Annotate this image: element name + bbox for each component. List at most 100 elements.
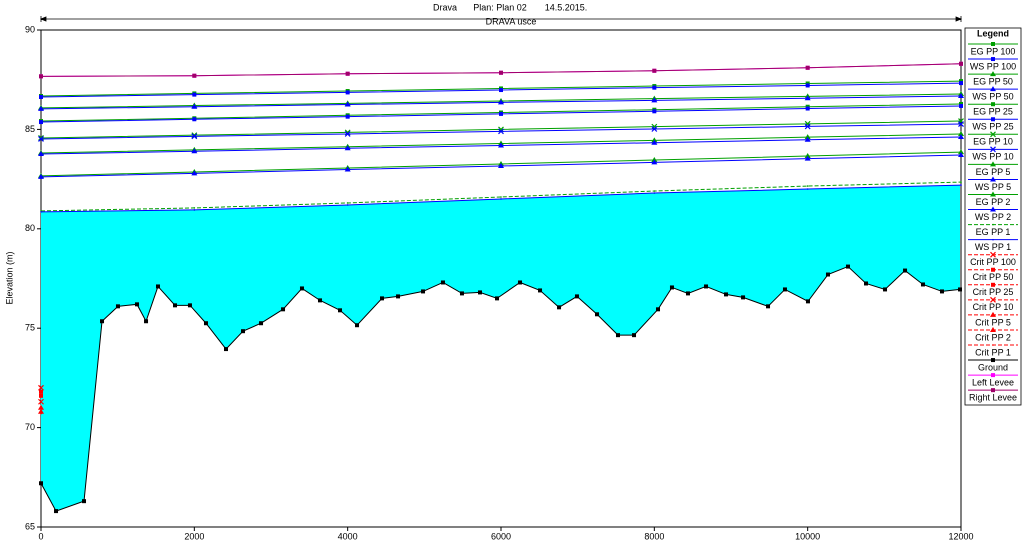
data-point: [958, 93, 964, 99]
data-point: [39, 393, 43, 398]
data-point: [804, 134, 811, 140]
data-point: [500, 198, 502, 200]
data-point: [766, 304, 771, 309]
data-point: [804, 155, 811, 161]
data-point: [223, 347, 228, 352]
data-point: [355, 323, 360, 328]
legend-marker: [991, 358, 995, 363]
date-label: 14.5.2015.: [545, 2, 588, 12]
data-point: [903, 268, 908, 273]
data-point: [346, 202, 349, 204]
legend-marker: [991, 267, 995, 272]
data-point: [344, 131, 351, 137]
data-point: [241, 329, 246, 334]
legend-label: EG PP 2: [976, 197, 1011, 207]
y-tick-label: 80: [25, 223, 35, 233]
data-point: [346, 204, 349, 206]
data-point: [38, 404, 44, 410]
data-point: [651, 139, 658, 145]
data-point: [499, 111, 503, 116]
data-point: [192, 92, 197, 97]
data-point: [495, 296, 500, 301]
data-point: [144, 319, 149, 324]
data-point: [396, 294, 401, 299]
legend-marker: [990, 131, 996, 138]
legend-marker: [991, 57, 995, 62]
legend-marker: [991, 388, 995, 393]
legend-label: Left Levee: [972, 377, 1014, 387]
data-point: [459, 291, 464, 296]
data-point: [615, 333, 620, 338]
data-point: [939, 289, 944, 294]
legend-label: WS PP 5: [975, 182, 1011, 192]
data-point: [959, 103, 963, 108]
data-point: [960, 184, 962, 186]
data-point: [804, 153, 811, 159]
data-point: [498, 162, 504, 168]
x-tick-label: 2000: [184, 531, 204, 541]
legend-label: WS PP 1: [975, 242, 1011, 252]
data-point: [864, 281, 869, 286]
data-point: [440, 280, 445, 285]
legend-marker: [990, 71, 996, 77]
data-point: [724, 292, 729, 297]
legend-label: Crit PP 5: [975, 317, 1011, 327]
data-point: [40, 211, 42, 213]
legend-label: EG PP 5: [976, 167, 1011, 177]
legend-label: WS PP 10: [972, 152, 1013, 162]
legend-title: Legend: [977, 28, 1009, 38]
data-point: [958, 149, 964, 155]
x-tick-label: 8000: [644, 531, 664, 541]
data-point: [557, 305, 562, 310]
data-point: [538, 288, 543, 293]
data-point: [652, 109, 657, 114]
data-point: [825, 272, 830, 277]
legend-label: EG PP 25: [973, 107, 1013, 117]
data-point: [653, 192, 656, 194]
water-fill: [41, 185, 961, 512]
y-tick-label: 75: [25, 323, 35, 333]
legend-marker: [992, 238, 994, 241]
plan-label: Plan: Plan 02: [473, 2, 527, 12]
data-point: [38, 173, 44, 179]
data-point: [38, 135, 44, 141]
data-point: [653, 190, 656, 192]
data-point: [38, 384, 44, 391]
y-tick-label: 70: [25, 422, 35, 432]
legend-marker: [990, 146, 996, 153]
data-point: [421, 289, 426, 294]
data-point: [281, 307, 286, 312]
legend-label: EG PP 100: [971, 46, 1016, 56]
y-tick-label: 65: [25, 521, 35, 531]
x-tick-label: 12000: [948, 531, 973, 541]
data-point: [345, 114, 350, 119]
legend-label: Right Levee: [969, 393, 1017, 403]
data-point: [498, 128, 504, 135]
data-point: [191, 170, 198, 176]
data-point: [338, 308, 342, 313]
data-point: [805, 299, 810, 304]
data-point: [38, 105, 44, 111]
data-point: [958, 133, 964, 139]
legend-marker: [991, 117, 995, 122]
legend-label: WS PP 50: [972, 92, 1013, 102]
data-point: [500, 196, 502, 198]
legend-label: Crit PP 50: [973, 272, 1014, 282]
x-tick-label: 6000: [491, 531, 511, 541]
data-point: [652, 68, 657, 73]
legend-marker: [990, 161, 996, 167]
data-point: [651, 97, 658, 103]
y-tick-label: 90: [25, 24, 35, 34]
data-point: [38, 151, 44, 157]
data-point: [594, 312, 599, 317]
data-point: [958, 152, 964, 158]
x-tick-label: 10000: [795, 531, 820, 541]
data-point: [958, 287, 963, 292]
data-point: [193, 207, 196, 209]
legend-label: Crit PP 100: [970, 257, 1016, 267]
legend-label: Crit PP 10: [973, 302, 1014, 312]
data-point: [82, 499, 87, 504]
legend-marker: [991, 42, 995, 46]
legend-label: WS PP 25: [972, 122, 1013, 132]
